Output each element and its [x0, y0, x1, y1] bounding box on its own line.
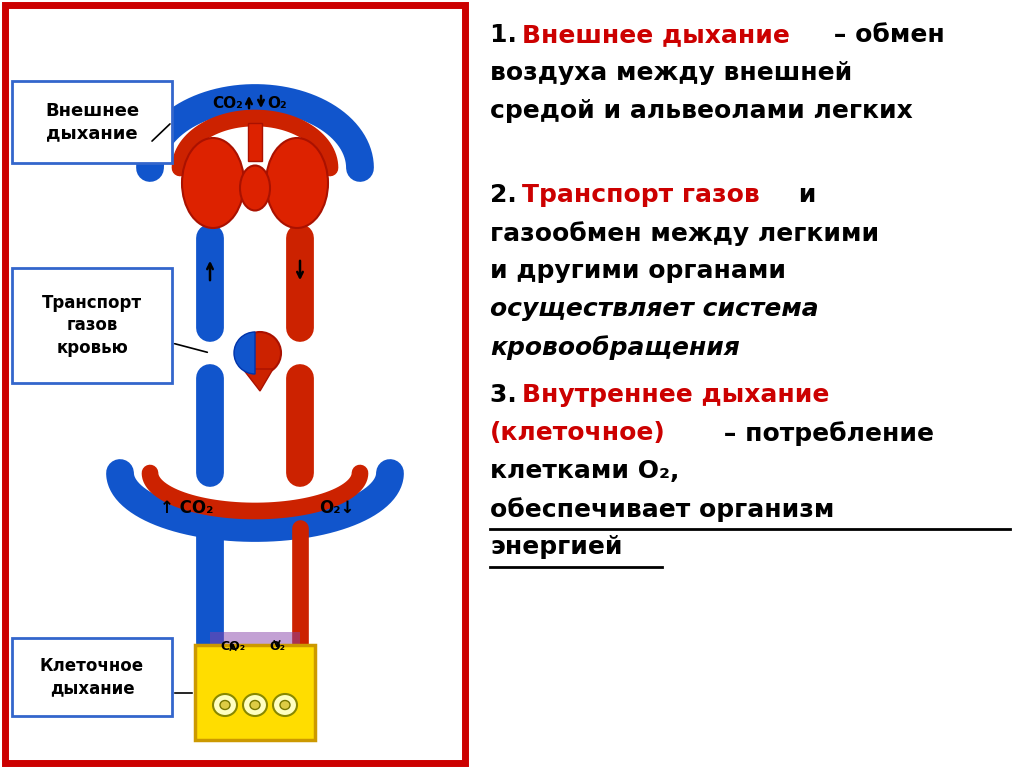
- Text: – потребление: – потребление: [715, 421, 934, 445]
- Polygon shape: [180, 133, 330, 238]
- Text: O₂↓: O₂↓: [319, 499, 354, 517]
- Wedge shape: [234, 332, 255, 374]
- Text: 3.: 3.: [490, 383, 525, 407]
- Text: O₂: O₂: [267, 96, 287, 111]
- Text: и другими органами: и другими органами: [490, 259, 786, 283]
- Text: и: и: [790, 183, 816, 207]
- Ellipse shape: [239, 332, 281, 374]
- Text: кровообращения: кровообращения: [490, 335, 739, 360]
- Text: воздуха между внешней: воздуха между внешней: [490, 61, 852, 85]
- FancyBboxPatch shape: [12, 638, 172, 716]
- Text: Транспорт газов: Транспорт газов: [522, 183, 760, 207]
- FancyBboxPatch shape: [195, 645, 315, 740]
- Ellipse shape: [220, 700, 230, 710]
- Text: Внешнее
дыхание: Внешнее дыхание: [45, 102, 139, 142]
- Text: 1.: 1.: [490, 23, 525, 47]
- Text: – обмен: – обмен: [825, 23, 945, 47]
- Text: (клеточное): (клеточное): [490, 421, 666, 445]
- Text: средой и альвеолами легких: средой и альвеолами легких: [490, 99, 912, 123]
- Text: газообмен между легкими: газообмен между легкими: [490, 221, 880, 246]
- Text: обеспечивает организм: обеспечивает организм: [490, 497, 835, 521]
- Text: осуществляет система: осуществляет система: [490, 297, 818, 321]
- FancyBboxPatch shape: [248, 123, 262, 161]
- Ellipse shape: [243, 694, 267, 716]
- Text: CO₂: CO₂: [212, 96, 243, 111]
- Text: Клеточное
дыхание: Клеточное дыхание: [40, 657, 144, 697]
- FancyBboxPatch shape: [210, 632, 300, 650]
- FancyBboxPatch shape: [12, 268, 172, 383]
- Polygon shape: [243, 168, 267, 228]
- FancyBboxPatch shape: [12, 81, 172, 163]
- Ellipse shape: [273, 694, 297, 716]
- Ellipse shape: [280, 700, 290, 710]
- Text: ↑ CO₂: ↑ CO₂: [161, 499, 214, 517]
- Text: 2.: 2.: [490, 183, 525, 207]
- Ellipse shape: [266, 138, 328, 228]
- Text: Транспорт
газов
кровью: Транспорт газов кровью: [42, 294, 142, 356]
- Ellipse shape: [240, 165, 270, 210]
- Polygon shape: [243, 369, 273, 391]
- Text: клетками О₂,: клетками О₂,: [490, 459, 679, 483]
- Text: Внешнее дыхание: Внешнее дыхание: [522, 23, 790, 47]
- Text: энергией: энергией: [490, 535, 623, 559]
- Ellipse shape: [213, 694, 237, 716]
- Text: Внутреннее дыхание: Внутреннее дыхание: [522, 383, 829, 407]
- FancyBboxPatch shape: [5, 5, 465, 763]
- Ellipse shape: [182, 138, 244, 228]
- Text: CO₂: CO₂: [220, 640, 246, 653]
- Ellipse shape: [250, 700, 260, 710]
- Text: O₂: O₂: [269, 640, 285, 653]
